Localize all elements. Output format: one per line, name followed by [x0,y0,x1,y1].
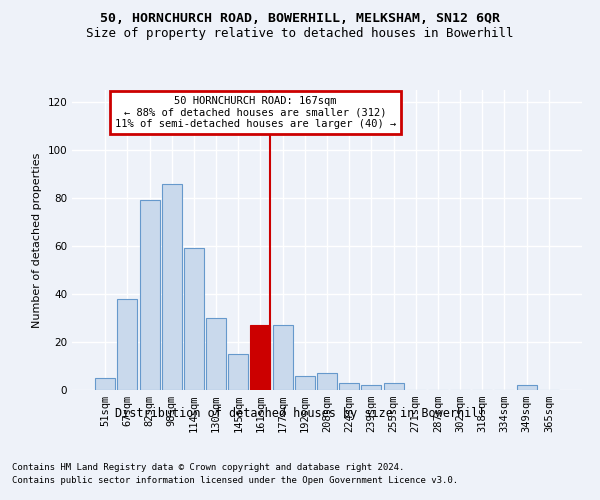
Bar [162,184,182,390]
Bar [272,325,293,390]
Bar [517,385,536,390]
Bar [95,378,115,390]
Y-axis label: Number of detached properties: Number of detached properties [32,152,42,328]
Bar [118,299,137,390]
Bar [361,385,382,390]
Bar [317,373,337,390]
Bar [383,383,404,390]
Text: Contains public sector information licensed under the Open Government Licence v3: Contains public sector information licen… [12,476,458,485]
Bar [206,318,226,390]
Bar [140,200,160,390]
Text: Size of property relative to detached houses in Bowerhill: Size of property relative to detached ho… [86,28,514,40]
Text: Contains HM Land Registry data © Crown copyright and database right 2024.: Contains HM Land Registry data © Crown c… [12,464,404,472]
Bar [184,248,204,390]
Bar [295,376,315,390]
Bar [250,325,271,390]
Bar [339,383,359,390]
Text: 50, HORNCHURCH ROAD, BOWERHILL, MELKSHAM, SN12 6QR: 50, HORNCHURCH ROAD, BOWERHILL, MELKSHAM… [100,12,500,26]
Text: 50 HORNCHURCH ROAD: 167sqm
← 88% of detached houses are smaller (312)
11% of sem: 50 HORNCHURCH ROAD: 167sqm ← 88% of deta… [115,96,396,129]
Text: Distribution of detached houses by size in Bowerhill: Distribution of detached houses by size … [115,408,485,420]
Bar [228,354,248,390]
